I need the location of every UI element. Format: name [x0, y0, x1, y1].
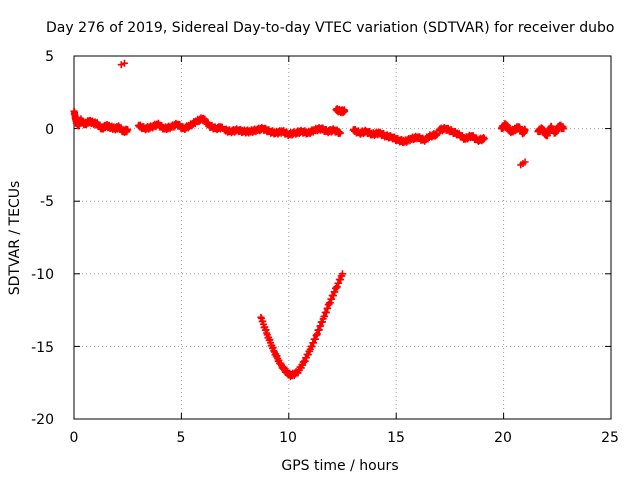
series-segment-band-7	[534, 121, 568, 140]
data-point	[336, 129, 344, 137]
x-tick-label: 10	[279, 430, 297, 446]
x-tick-label: 25	[601, 430, 619, 446]
data-point	[117, 61, 125, 69]
axis-ticks	[73, 55, 612, 420]
series-segment-band-3	[220, 123, 344, 140]
data-point	[433, 130, 441, 138]
data-point	[339, 270, 346, 278]
series-segment-blip	[332, 105, 349, 117]
series-segment-isolated	[117, 59, 529, 169]
data-point	[517, 161, 525, 169]
series-segment-band-6	[497, 120, 529, 138]
data-marks	[70, 59, 568, 381]
y-tick-label: 0	[45, 122, 54, 138]
chart-title: Day 276 of 2019, Sidereal Day-to-day VTE…	[46, 20, 614, 36]
y-tick-label: -15	[31, 340, 54, 356]
x-tick-label: 15	[387, 430, 405, 446]
series-segment-band-5	[435, 123, 488, 146]
y-tick-label: -20	[31, 412, 54, 428]
y-tick-label: 5	[45, 49, 54, 65]
y-axis-label: SDTVAR / TECUs	[7, 181, 23, 296]
series-segment-band-4	[349, 125, 441, 147]
x-tick-label: 20	[494, 430, 512, 446]
series-segment-band-1	[70, 107, 132, 137]
plot-frame	[73, 55, 612, 420]
data-point	[560, 125, 568, 133]
data-point	[120, 59, 128, 67]
data-point	[521, 158, 529, 166]
x-axis-label: GPS time / hours	[281, 458, 398, 474]
data-point	[341, 107, 349, 115]
y-tick-label: -10	[31, 267, 54, 283]
data-point	[521, 126, 529, 134]
series-segment-dip	[257, 270, 346, 381]
x-tick-label: 5	[177, 430, 186, 446]
series-segment-band-2	[134, 114, 226, 134]
y-tick-label: -5	[40, 194, 54, 210]
data-point	[124, 126, 132, 134]
x-tick-label: 0	[70, 430, 79, 446]
data-point	[480, 135, 488, 143]
